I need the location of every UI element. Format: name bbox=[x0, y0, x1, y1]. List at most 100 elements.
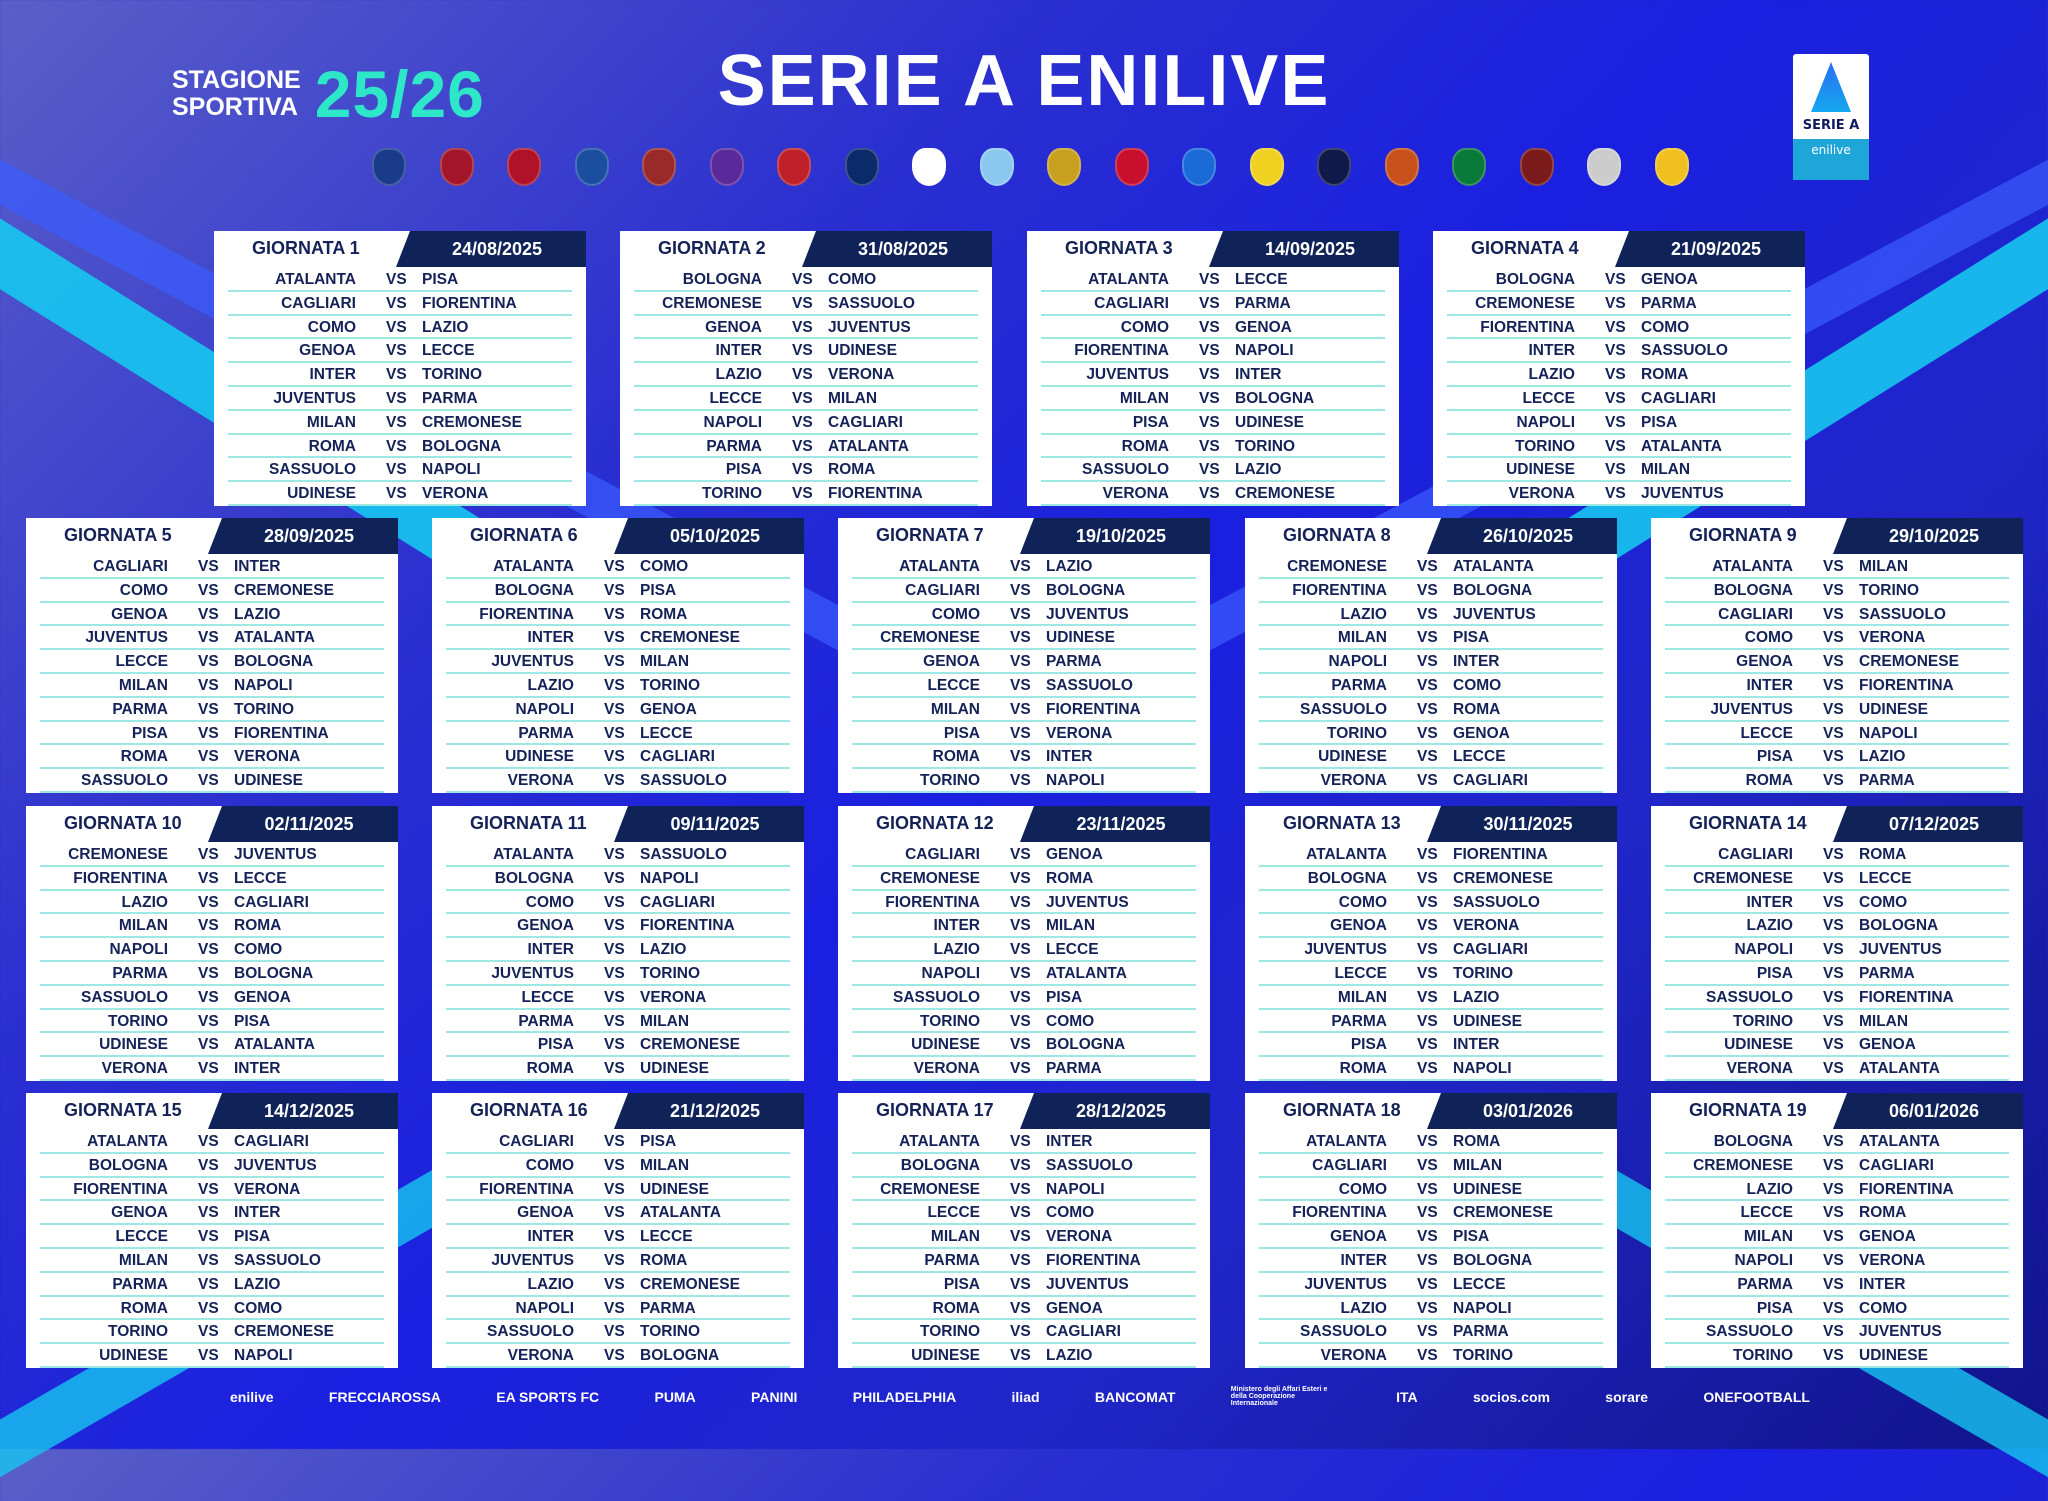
away-team: GENOA bbox=[1453, 724, 1510, 742]
home-team: TORINO bbox=[108, 1012, 168, 1030]
home-team: CREMONESE bbox=[662, 294, 762, 312]
vs-label: VS bbox=[604, 1228, 625, 1246]
vs-label: VS bbox=[198, 893, 219, 911]
vs-label: VS bbox=[1823, 1156, 1844, 1174]
vs-label: VS bbox=[1823, 1347, 1844, 1365]
vs-label: VS bbox=[386, 389, 407, 407]
crest-fiorentina-icon bbox=[709, 148, 744, 186]
away-team: CAGLIARI bbox=[640, 893, 715, 911]
vs-label: VS bbox=[1417, 700, 1438, 718]
home-team: GENOA bbox=[111, 605, 168, 623]
round-header: GIORNATA 17 28/12/2025 bbox=[838, 1093, 1210, 1129]
match-row: PISA VS ROMA bbox=[634, 458, 978, 483]
home-team: PISA bbox=[537, 1036, 574, 1054]
home-team: MILAN bbox=[1743, 1228, 1793, 1246]
vs-label: VS bbox=[1010, 846, 1031, 863]
match-row: TORINO VS CREMONESE bbox=[40, 1320, 384, 1345]
match-row: LECCE VS TORINO bbox=[1259, 962, 1603, 986]
home-team: FIORENTINA bbox=[73, 1180, 168, 1198]
round-label: GIORNATA 10 bbox=[64, 813, 182, 833]
round-header: GIORNATA 8 26/10/2025 bbox=[1245, 518, 1617, 554]
vs-label: VS bbox=[1010, 1156, 1031, 1174]
match-row: VERONA VS TORINO bbox=[1259, 1344, 1603, 1368]
home-team: FIORENTINA bbox=[479, 605, 574, 623]
match-row: JUVENTUS VS INTER bbox=[1041, 363, 1385, 387]
vs-label: VS bbox=[604, 1347, 625, 1365]
vs-label: VS bbox=[1605, 342, 1626, 360]
match-row: LAZIO VS NAPOLI bbox=[1259, 1297, 1603, 1321]
home-team: LAZIO bbox=[527, 1275, 575, 1293]
home-team: NAPOLI bbox=[109, 941, 168, 959]
home-team: BOLOGNA bbox=[494, 581, 574, 599]
away-team: VERONA bbox=[828, 366, 895, 384]
vs-label: VS bbox=[198, 581, 219, 599]
home-team: JUVENTUS bbox=[273, 389, 356, 407]
away-team: LAZIO bbox=[234, 1275, 281, 1293]
away-team: UDINESE bbox=[1453, 1012, 1522, 1030]
vs-label: VS bbox=[1417, 1060, 1438, 1078]
vs-label: VS bbox=[1823, 676, 1844, 694]
vs-label: VS bbox=[604, 1275, 625, 1293]
away-team: LECCE bbox=[234, 869, 287, 887]
vs-label: VS bbox=[604, 605, 625, 623]
away-team: FIORENTINA bbox=[1453, 846, 1548, 863]
home-team: UDINESE bbox=[99, 1347, 168, 1365]
vs-label: VS bbox=[1010, 964, 1031, 982]
vs-label: VS bbox=[1010, 1228, 1031, 1246]
vs-label: VS bbox=[1010, 1060, 1031, 1078]
vs-label: VS bbox=[1417, 1228, 1438, 1246]
match-row: PISA VS COMO bbox=[1665, 1297, 2009, 1321]
home-team: ATALANTA bbox=[1088, 271, 1169, 288]
match-row: VERONA VS CAGLIARI bbox=[1259, 769, 1603, 793]
vs-label: VS bbox=[198, 676, 219, 694]
match-row: LECCE VS SASSUOLO bbox=[852, 674, 1196, 698]
vs-label: VS bbox=[1823, 917, 1844, 935]
match-row: ATALANTA VS SASSUOLO bbox=[446, 843, 790, 867]
home-team: BOLOGNA bbox=[1307, 869, 1387, 887]
away-team: BOLOGNA bbox=[1046, 581, 1126, 599]
home-team: LECCE bbox=[927, 676, 980, 694]
vs-label: VS bbox=[604, 1251, 625, 1269]
vs-label: VS bbox=[1417, 653, 1438, 671]
vs-label: VS bbox=[1823, 1299, 1844, 1317]
home-team: COMO bbox=[1338, 1180, 1387, 1198]
vs-label: VS bbox=[1010, 605, 1031, 623]
away-team: ROMA bbox=[640, 1251, 688, 1269]
home-team: PARMA bbox=[112, 1275, 168, 1293]
round-card: GIORNATA 13 30/11/2025 ATALANTA VS FIORE… bbox=[1245, 806, 1617, 1081]
away-team: ATALANTA bbox=[1641, 437, 1722, 455]
away-team: LECCE bbox=[422, 342, 475, 360]
match-row: PARMA VS MILAN bbox=[446, 1010, 790, 1034]
vs-label: VS bbox=[198, 941, 219, 959]
home-team: ROMA bbox=[932, 748, 980, 766]
away-team: VERONA bbox=[1046, 1228, 1113, 1246]
crest-verona-icon bbox=[1654, 148, 1689, 186]
away-team: LECCE bbox=[640, 1228, 693, 1246]
home-team: PARMA bbox=[1331, 1012, 1387, 1030]
match-row: PISA VS CREMONESE bbox=[446, 1033, 790, 1058]
away-team: CREMONESE bbox=[234, 581, 334, 599]
home-team: INTER bbox=[527, 629, 575, 647]
away-team: LECCE bbox=[1453, 1275, 1506, 1293]
vs-label: VS bbox=[1823, 1323, 1844, 1341]
vs-label: VS bbox=[792, 461, 813, 479]
match-row: SASSUOLO VS PARMA bbox=[1259, 1320, 1603, 1345]
serie-a-logo: SERIE A enilive bbox=[1793, 54, 1869, 180]
round-card: GIORNATA 5 28/09/2025 CAGLIARI VS INTER … bbox=[26, 518, 398, 793]
home-team: ATALANTA bbox=[1306, 846, 1387, 863]
away-team: ROMA bbox=[640, 605, 688, 623]
home-team: LECCE bbox=[115, 1228, 168, 1246]
crest-lazio-icon bbox=[979, 148, 1014, 186]
crest-juventus-icon bbox=[912, 148, 946, 186]
vs-label: VS bbox=[604, 629, 625, 647]
round-date: 28/09/2025 bbox=[208, 518, 398, 554]
round-header: GIORNATA 12 23/11/2025 bbox=[838, 806, 1210, 842]
home-team: CREMONESE bbox=[880, 1180, 980, 1198]
match-row: UDINESE VS BOLOGNA bbox=[852, 1033, 1196, 1058]
match-row: UDINESE VS ATALANTA bbox=[40, 1033, 384, 1058]
round-header: GIORNATA 11 09/11/2025 bbox=[432, 806, 804, 842]
home-team: INTER bbox=[1746, 893, 1794, 911]
round-label: GIORNATA 4 bbox=[1471, 238, 1579, 258]
vs-label: VS bbox=[1417, 581, 1438, 599]
away-team: NAPOLI bbox=[1859, 724, 1918, 742]
